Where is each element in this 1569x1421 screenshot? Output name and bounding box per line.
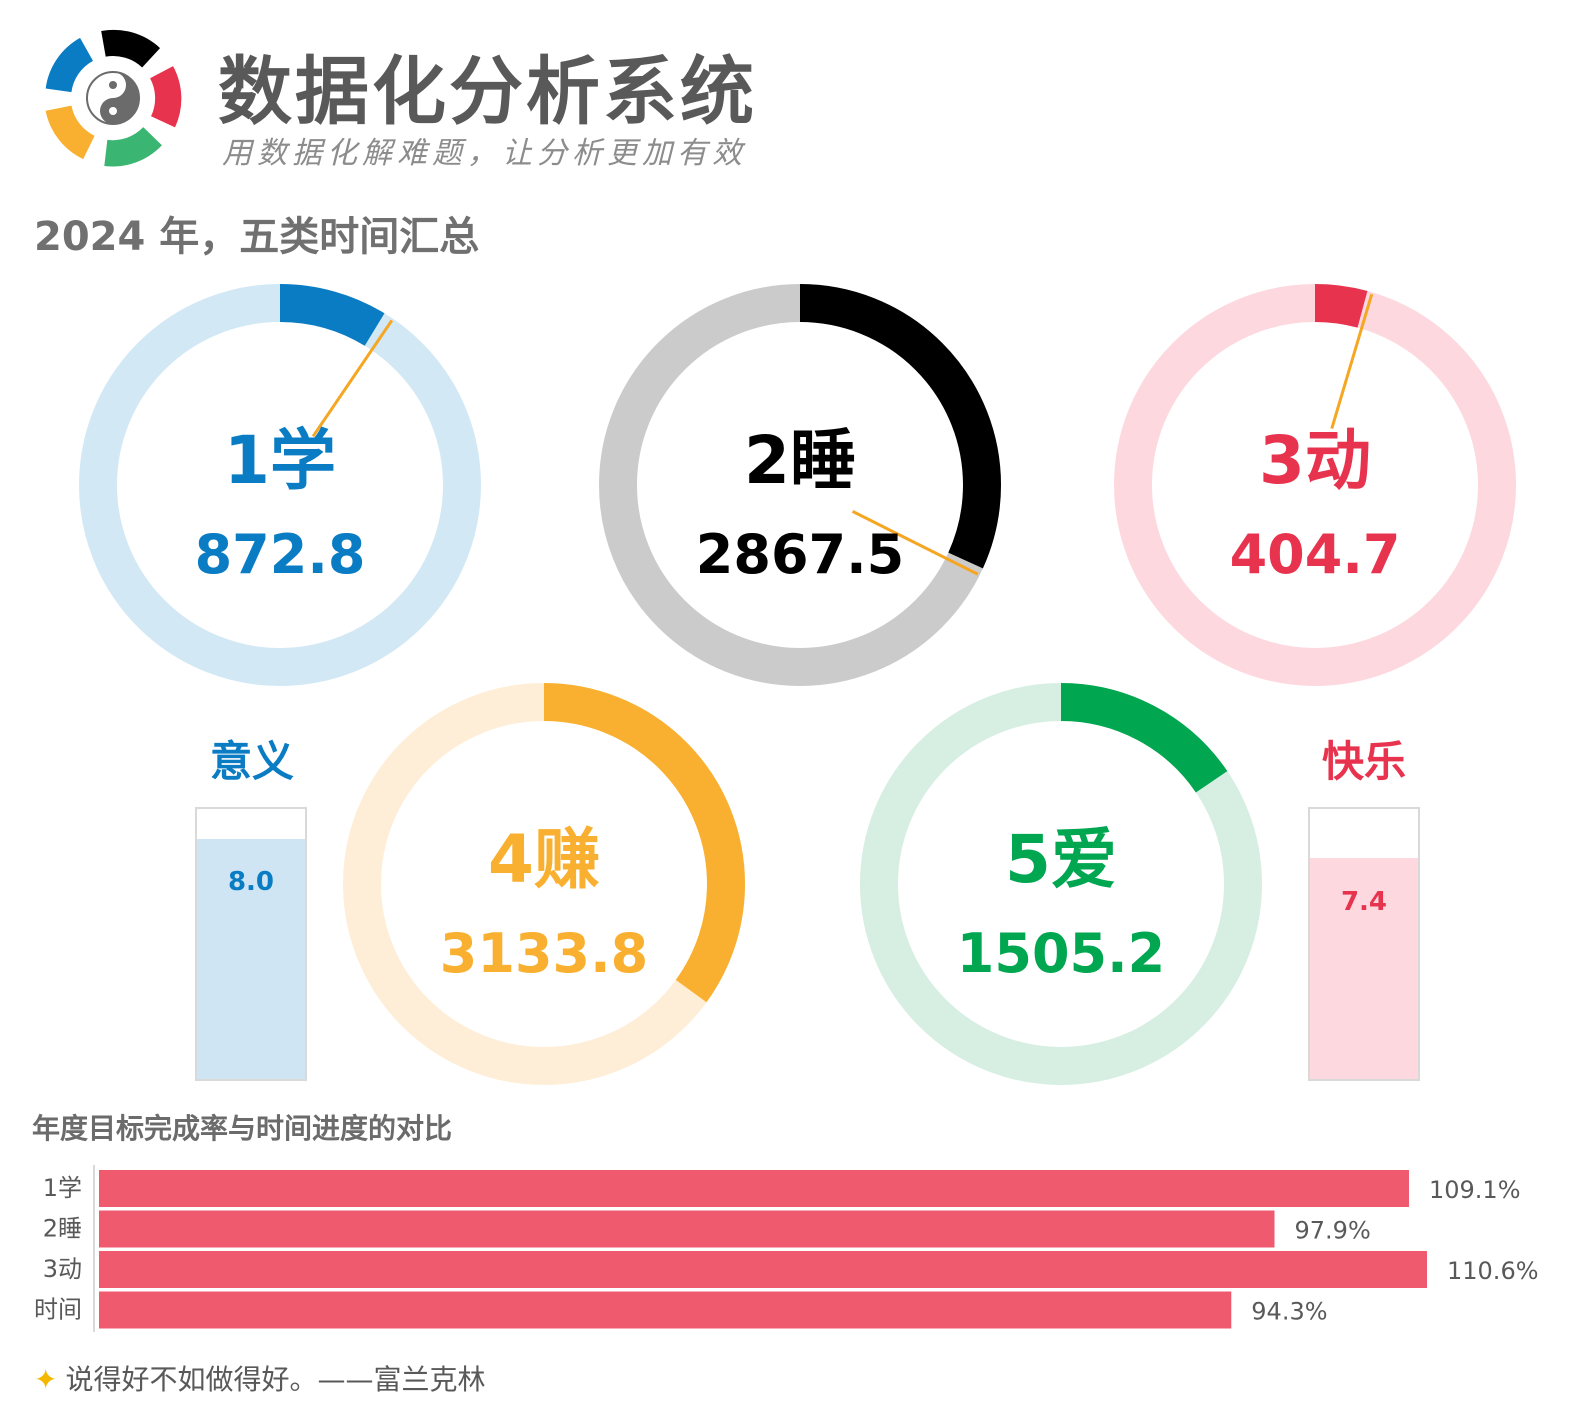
bar [99,1210,1275,1248]
logo-ring [45,29,182,167]
bar-category-label: 3动 [43,1255,82,1283]
progress-marker [851,510,979,576]
yin-yang-icon [86,71,140,125]
bar-chart-title: 年度目标完成率与时间进度的对比 [32,1112,453,1145]
happiness-gauge: 7.4 [1308,807,1420,1081]
donut-value: 2867.5 [696,523,904,586]
quote: ✦ 说得好不如做得好。——富兰克林 [34,1358,485,1398]
sparkles-icon: ✦ [34,1363,58,1396]
donut-2: 2睡 2867.5 [599,284,1001,686]
donut-arc [343,683,745,1085]
meaning-gauge-fill [197,838,305,1079]
progress-marker [311,319,394,438]
progress-marker [1330,293,1374,430]
bar [99,1170,1409,1207]
bar-value-label: 110.6% [1447,1257,1539,1285]
bar-category-label: 时间 [34,1296,82,1324]
donut-5: 5爱 1505.2 [860,683,1262,1085]
happiness-gauge-fill [1310,857,1418,1079]
bar-category-label: 1学 [43,1174,82,1202]
donut-4: 4赚 3133.8 [343,683,745,1085]
bar [99,1251,1427,1288]
app-subtitle: 用数据化解难题，让分析更加有效 [222,136,747,171]
donut-label: 2睡 [744,422,856,499]
donut-value: 404.7 [1230,523,1401,586]
completion-bar-chart: 1学 109.1% 2睡 97.9% 3动 110.6% 时间 94.3% [34,1165,1539,1332]
donut-label: 4赚 [488,821,600,898]
quote-text: 说得好不如做得好。——富兰克林 [65,1363,486,1396]
donut-1: 1学 872.8 [79,284,481,686]
meaning-gauge: 8.0 [195,807,307,1081]
app-logo [45,29,182,167]
happiness-value: 7.4 [1340,887,1388,917]
donut-arc [79,284,481,686]
donut-3: 3动 404.7 [1114,284,1516,686]
donut-arc [599,284,1001,686]
meaning-value: 8.0 [227,867,275,897]
meaning-label: 意义 [209,737,294,786]
section-title: 2024 年，五类时间汇总 [34,214,480,260]
donut-value: 1505.2 [957,922,1165,985]
app-title: 数据化分析系统 [218,49,757,135]
bar [99,1291,1232,1329]
donut-label: 3动 [1259,422,1371,499]
donut-label: 5爱 [1005,821,1117,898]
bar-value-label: 109.1% [1429,1176,1521,1204]
donut-arc [1114,284,1516,686]
donut-value: 3133.8 [440,922,648,985]
happiness-label: 快乐 [1321,737,1406,786]
donut-charts: 1学 872.8 2睡 2867.5 3动 404.7 4赚 3133.8 5爱 1505.2 [79,284,1516,1085]
donut-value: 872.8 [195,523,366,586]
bar-category-label: 2睡 [43,1215,82,1243]
donut-label: 1学 [224,422,336,499]
bar-value-label: 97.9% [1295,1217,1371,1245]
bar-value-label: 94.3% [1251,1298,1327,1326]
donut-arc [860,683,1262,1085]
